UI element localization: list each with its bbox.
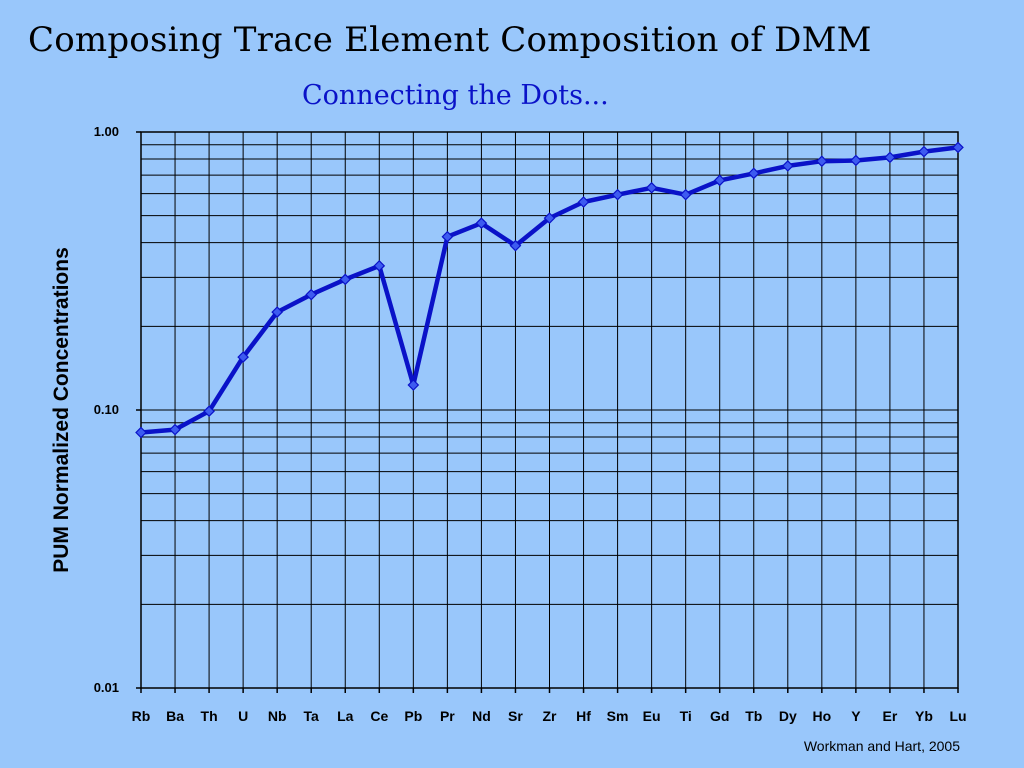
data-point bbox=[407, 379, 420, 391]
y-tick-label: 0.01 bbox=[94, 680, 119, 695]
x-tick-label: Sm bbox=[607, 708, 629, 724]
x-tick-label: Pr bbox=[440, 708, 455, 724]
data-point bbox=[373, 260, 386, 272]
data-point bbox=[679, 188, 692, 201]
data-point bbox=[850, 154, 862, 167]
y-tick-label: 0.10 bbox=[94, 402, 119, 417]
data-point bbox=[271, 306, 284, 318]
slide-title: Composing Trace Element Composition of D… bbox=[28, 20, 872, 60]
data-point bbox=[169, 423, 181, 436]
x-tick-label: Ba bbox=[166, 708, 184, 724]
data-point bbox=[918, 145, 930, 158]
citation: Workman and Hart, 2005 bbox=[803, 738, 960, 754]
x-tick-label: Rb bbox=[132, 708, 151, 724]
x-tick-label: Ho bbox=[812, 708, 831, 724]
x-tick-label: U bbox=[238, 708, 248, 724]
y-tick-label: 1.00 bbox=[94, 124, 119, 139]
x-tick-label: Yb bbox=[915, 708, 933, 724]
x-tick-label: Tb bbox=[745, 708, 762, 724]
data-point bbox=[475, 217, 488, 230]
x-tick-label: Pb bbox=[404, 708, 422, 724]
data-point bbox=[509, 239, 522, 252]
x-tick-label: Hf bbox=[576, 708, 591, 724]
x-tick-label: Lu bbox=[949, 708, 966, 724]
data-point bbox=[339, 273, 352, 286]
x-tick-label: Nd bbox=[472, 708, 491, 724]
x-tick-label: Eu bbox=[643, 708, 661, 724]
x-tick-label: Sr bbox=[508, 708, 523, 724]
data-point bbox=[815, 155, 828, 168]
x-tick-label: Dy bbox=[779, 708, 797, 724]
data-point bbox=[611, 188, 624, 201]
data-point bbox=[305, 288, 318, 301]
x-tick-label: Y bbox=[851, 708, 861, 724]
data-point bbox=[441, 230, 454, 243]
data-point bbox=[543, 212, 556, 224]
x-tick-label: Ti bbox=[680, 708, 692, 724]
x-tick-label: Ta bbox=[304, 708, 320, 724]
data-point bbox=[645, 181, 658, 194]
x-tick-label: Th bbox=[201, 708, 218, 724]
data-point bbox=[237, 351, 249, 363]
x-tick-label: Zr bbox=[543, 708, 558, 724]
x-tick-label: Gd bbox=[710, 708, 729, 724]
data-point bbox=[781, 160, 794, 172]
x-tick-label: Er bbox=[883, 708, 898, 724]
data-point bbox=[747, 167, 760, 180]
slide-subtitle: Connecting the Dots... bbox=[302, 80, 609, 111]
x-tick-label: La bbox=[337, 708, 354, 724]
data-point bbox=[952, 141, 964, 154]
data-point bbox=[577, 196, 590, 208]
x-tick-label: Nb bbox=[268, 708, 287, 724]
data-point bbox=[135, 426, 147, 439]
data-point bbox=[884, 151, 896, 164]
x-tick-label: Ce bbox=[370, 708, 388, 724]
data-point bbox=[713, 174, 726, 187]
data-point bbox=[203, 405, 215, 418]
